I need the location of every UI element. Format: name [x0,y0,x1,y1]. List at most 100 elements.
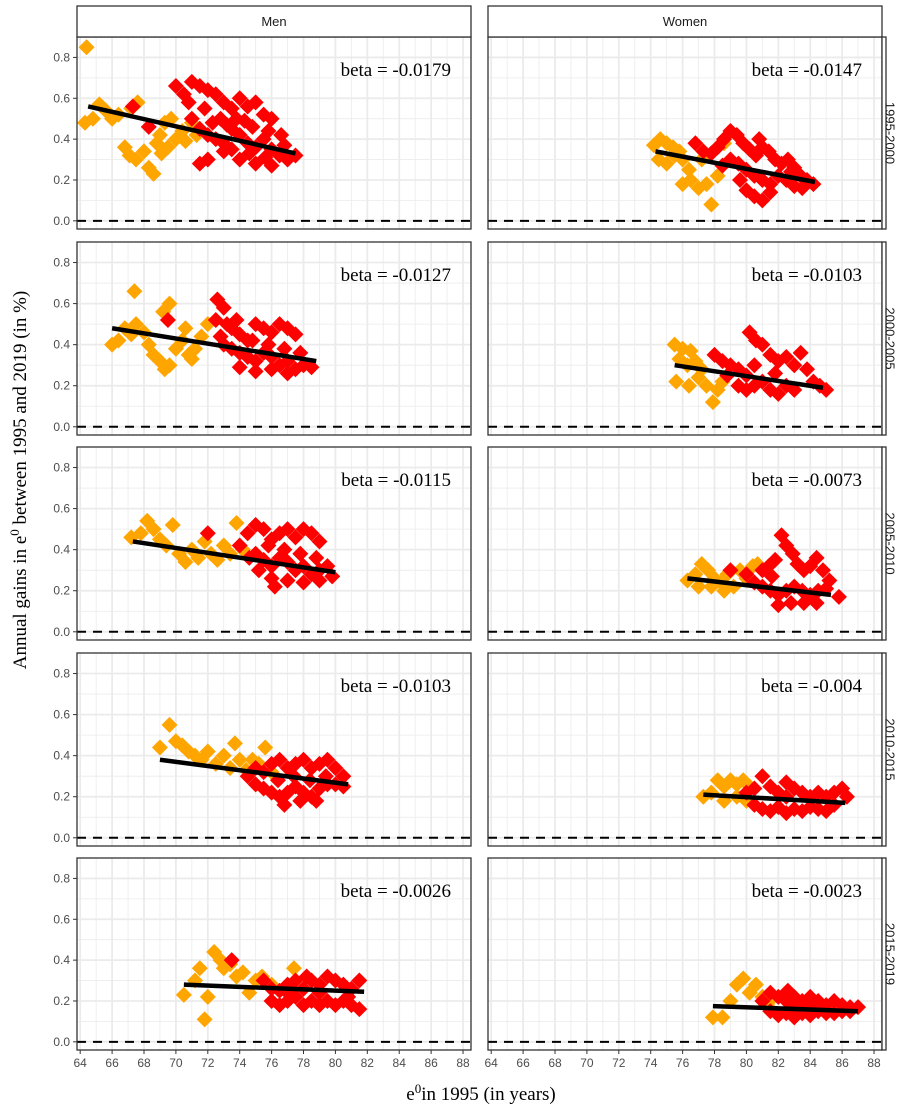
data-point-red [204,114,221,131]
facet-panels: beta = -0.0179 beta = -0.0147 beta = -0.01… [76,36,883,1051]
x-axes: 64 66 68 70 72 74 76 78 80 82 84 86 88 64 66 68 70 72 74 76… [74,1050,881,1070]
data-point-red [223,952,240,969]
data-point-red [244,332,261,349]
y-tick-label: 0.0 [53,1035,70,1049]
data-point-orange [151,739,168,756]
data-point-red [767,365,784,382]
x-tick-label: 80 [329,1056,343,1070]
data-point-orange [690,369,707,386]
data-point-red [236,112,253,129]
x-tick-label: 84 [804,1056,818,1070]
data-point-red [814,562,831,579]
y-tick-label: 0.2 [53,173,70,187]
data-point-orange [84,110,101,127]
data-point-orange [257,739,274,756]
facet-panel: beta = -0.0147 [487,36,883,230]
facet-panel: beta = -0.0073 [487,446,883,641]
x-tick-label: 70 [580,1056,594,1070]
data-point-red [241,145,258,162]
x-tick-label: 82 [361,1056,375,1070]
beta-annotation: beta = -0.0103 [752,265,862,286]
data-point-red [287,326,304,343]
data-point-red [295,751,312,768]
data-point-red [770,385,787,402]
row-strip-label: 2015-2019 [883,923,898,985]
data-point-red [279,365,296,382]
y-tick-label: 0.6 [53,708,70,722]
y-axis-title-sup: 0 [7,529,22,536]
data-point-orange [690,578,707,595]
row-strip-label: 2000-2005 [883,307,898,369]
data-point-orange [177,553,194,570]
data-point-orange [161,295,178,312]
data-point-red [335,768,352,785]
y-tick-label: 0.0 [53,831,70,845]
data-point-orange [658,155,675,172]
data-point-orange [199,988,216,1005]
y-tick-label: 0.6 [53,91,70,105]
data-point-red [794,180,811,197]
row-strip [881,241,887,436]
data-point-red [308,792,325,809]
y-axis-title-main: Annual gains in e [10,536,31,670]
data-point-red [762,176,779,193]
x-tick-label: 68 [548,1056,562,1070]
x-tick-label: 74 [233,1056,247,1070]
data-point-orange [698,176,715,193]
data-point-red [263,110,280,127]
x-tick-label: 72 [201,1056,215,1070]
regression-line [87,104,297,156]
data-point-red [247,353,264,370]
data-point-orange [680,161,697,178]
row-strip-label: 2005-2010 [883,512,898,574]
data-point-red [783,595,800,612]
data-point-red [303,525,320,542]
x-tick-label: 64 [74,1056,88,1070]
data-point-red [199,525,216,542]
data-point-red [266,578,283,595]
data-point-red [276,796,293,813]
panel-background [77,653,471,846]
x-tick-label: 66 [105,1056,119,1070]
y-axes: 0.0 0.2 0.4 0.6 0.8 0.0 0.2 0.4 0.6 0.8 0.0 0.2 0.4 0… [53,50,77,1049]
column-strip [76,5,472,38]
data-point-red [124,98,141,115]
data-point-red [351,1001,368,1018]
regression-line [703,792,846,806]
facet-panel: beta = -0.0115 [76,446,472,641]
beta-annotation: beta = -0.0147 [752,60,862,81]
data-point-red [183,110,200,127]
facet-panel: beta = -0.0026 [76,857,472,1051]
x-tick-label: 78 [297,1056,311,1070]
beta-annotation: beta = -0.0103 [341,676,451,697]
row-strip-label: 1995-2000 [883,102,898,164]
data-point-red [287,529,304,546]
y-tick-label: 0.4 [53,543,70,557]
panel-background [488,858,882,1050]
x-tick-label: 76 [265,1056,279,1070]
data-point-orange [128,316,145,333]
data-point-orange [132,525,149,542]
x-tick-label: 74 [644,1056,658,1070]
data-point-red [255,521,272,538]
y-tick-label: 0.8 [53,871,70,885]
data-point-orange [183,351,200,368]
data-point-red [767,551,784,568]
column-strip-label: Men [261,14,286,29]
data-point-red [263,361,280,378]
facet-panel: beta = -0.0179 [76,36,472,230]
x-tick-label: 76 [676,1056,690,1070]
data-point-red [276,541,293,558]
facet-panel: beta = -0.0127 [76,241,472,436]
y-tick-label: 0.8 [53,461,70,475]
data-point-red [754,992,771,1009]
data-point-red [292,792,309,809]
data-point-orange [285,960,302,977]
data-point-red [303,359,320,376]
data-point-orange [735,970,752,987]
data-point-orange [126,283,143,300]
data-point-orange [714,1009,731,1026]
y-tick-label: 0.8 [53,50,70,64]
data-point-orange [234,964,251,981]
data-point-red [687,135,704,152]
